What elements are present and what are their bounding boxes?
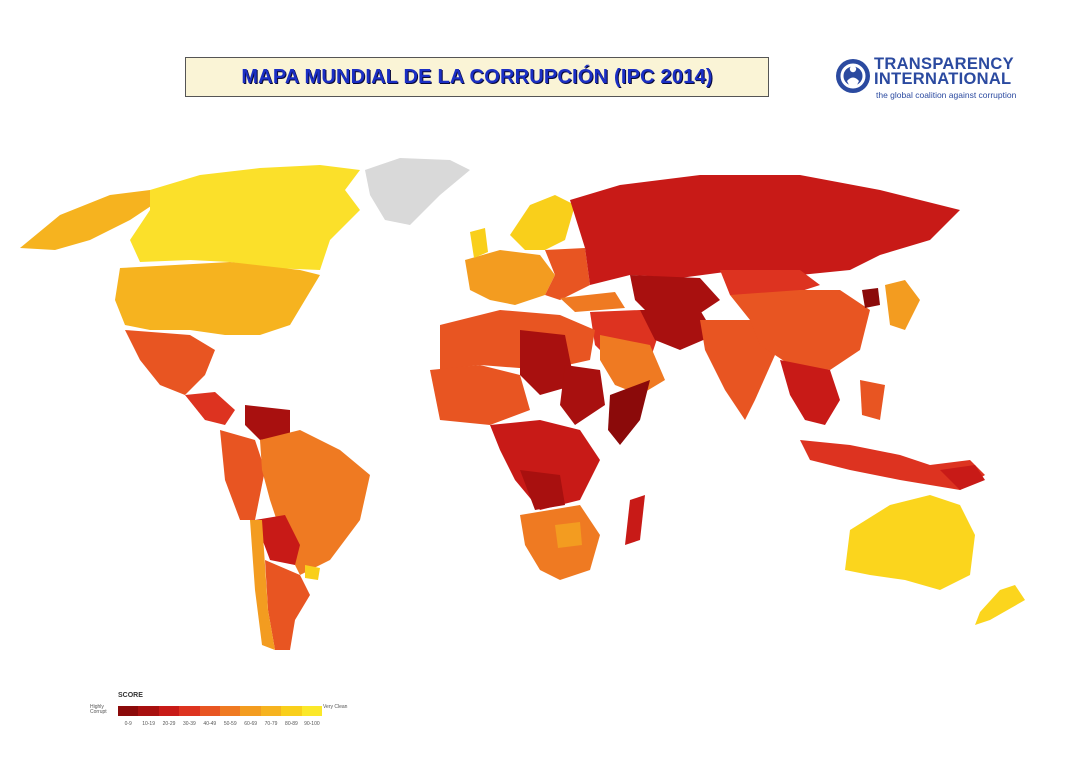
legend-title: SCORE xyxy=(118,692,143,699)
region-russia xyxy=(570,175,960,285)
map-title: MAPA MUNDIAL DE LA CORRUPCIÓN (IPC 2014) xyxy=(241,65,713,88)
legend-swatch xyxy=(138,706,159,716)
region-north-korea xyxy=(862,288,880,308)
region-southeast-asia xyxy=(780,360,840,425)
region-libya-chad xyxy=(520,330,575,395)
legend-range-label: 20-29 xyxy=(162,721,176,727)
legend-range-label: 60-69 xyxy=(244,721,258,727)
region-chile xyxy=(250,520,275,650)
region-north-africa xyxy=(440,310,595,370)
legend-low-label: Highly Corrupt xyxy=(90,704,107,715)
region-greenland xyxy=(365,158,470,225)
region-western-europe xyxy=(465,250,555,305)
legend-range-label: 30-39 xyxy=(183,721,196,727)
legend-swatch xyxy=(179,706,200,716)
region-usa xyxy=(115,262,320,335)
region-somalia xyxy=(608,380,650,445)
legend-swatch xyxy=(118,706,139,716)
region-korea-japan xyxy=(885,280,920,330)
region-central-asia xyxy=(630,275,720,320)
region-uruguay xyxy=(305,565,320,580)
legend-range-label: 70-79 xyxy=(264,721,278,727)
region-eastern-europe xyxy=(545,248,590,300)
map-title-box: MAPA MUNDIAL DE LA CORRUPCIÓN (IPC 2014) xyxy=(185,57,769,97)
legend-high-label: Very Clean xyxy=(323,704,348,710)
region-west-africa xyxy=(430,365,530,425)
region-botswana xyxy=(555,522,582,548)
legend-range-label: 80-89 xyxy=(285,721,298,727)
legend-swatch xyxy=(199,706,221,716)
score-legend: SCORE Highly Corrupt Very Clean 0-9 10-19… xyxy=(90,692,347,736)
region-colombia-peru xyxy=(220,430,265,520)
logo-name-line2: INTERNATIONAL xyxy=(874,70,1012,88)
legend-range-label: 0-9 xyxy=(124,721,132,727)
region-central-america xyxy=(185,392,235,425)
ti-globe-icon xyxy=(836,59,870,93)
region-dr-congo xyxy=(520,470,565,510)
region-mexico xyxy=(125,330,215,395)
legend-swatch xyxy=(158,706,180,716)
legend-swatch xyxy=(260,706,282,716)
region-turkey xyxy=(560,292,625,312)
transparency-international-logo: TRANSPARENCY INTERNATIONAL the global co… xyxy=(834,55,1034,103)
region-madagascar xyxy=(625,495,645,545)
logo-tagline: the global coalition against corruption xyxy=(876,90,1017,100)
legend-ticks: 0-9 10-19 20-29 30-39 40-49 50-59 60-69 70-79 80… xyxy=(118,721,322,727)
region-saudi-arabia xyxy=(600,335,665,395)
legend-range-label: 40-49 xyxy=(203,721,217,727)
region-philippines xyxy=(860,380,885,420)
region-canada xyxy=(130,165,360,270)
region-papua-new-guinea xyxy=(940,465,985,490)
region-scandinavia xyxy=(510,195,575,250)
region-india xyxy=(700,320,775,420)
legend-swatch xyxy=(240,706,261,716)
legend-swatch xyxy=(281,706,302,716)
region-alaska xyxy=(20,190,160,250)
legend-swatch xyxy=(220,706,241,716)
region-sudan xyxy=(560,365,605,425)
legend-range-label: 90-100 xyxy=(304,721,320,727)
region-iran-afghanistan xyxy=(640,310,715,350)
logo-name-line1: TRANSPARENCY xyxy=(874,55,1014,73)
region-new-zealand xyxy=(975,585,1025,625)
region-indonesia xyxy=(800,440,985,490)
region-china xyxy=(730,290,870,370)
legend-swatch xyxy=(301,706,323,716)
region-bolivia-paraguay xyxy=(255,515,300,565)
legend-range-label: 50-59 xyxy=(223,721,237,727)
region-central-africa xyxy=(490,420,600,510)
region-argentina xyxy=(265,560,310,650)
legend-range-label: 10-19 xyxy=(142,721,155,727)
legend-color-bar xyxy=(118,706,323,716)
region-venezuela xyxy=(245,405,290,440)
region-uk xyxy=(470,228,488,258)
world-map xyxy=(20,158,1025,650)
region-australia xyxy=(845,495,975,590)
